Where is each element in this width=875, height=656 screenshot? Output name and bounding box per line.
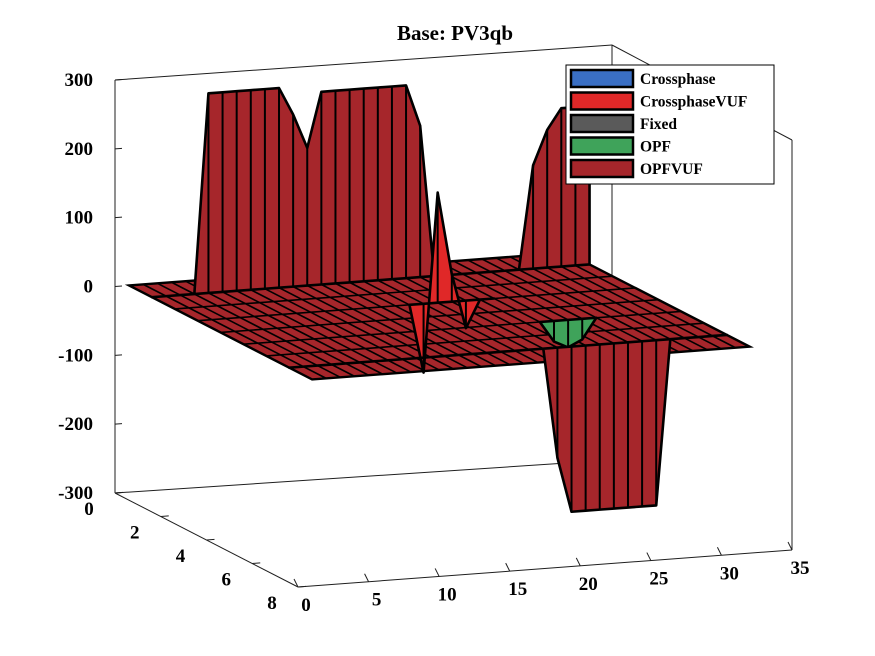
x-tick-mark	[787, 541, 793, 551]
x-tick-mark	[646, 552, 652, 561]
back-floor-edge	[114, 459, 613, 494]
legend-swatch	[569, 68, 635, 89]
z-tick-label: -300	[58, 483, 93, 504]
y-tick-mark	[252, 562, 261, 564]
z-tick-mark	[114, 423, 123, 425]
legend-swatch	[569, 113, 635, 134]
surface-layer	[124, 84, 754, 514]
y-tick-label: 0	[84, 499, 94, 520]
legend-label: Crossphase	[640, 71, 716, 88]
z-tick-mark	[114, 216, 123, 219]
x-tick-label: 35	[791, 558, 810, 579]
chart-title: Base: PV3qb	[397, 21, 513, 45]
z-tick-label: 200	[65, 139, 94, 160]
z-tick-label: 0	[84, 277, 94, 298]
legend-swatch	[569, 91, 635, 111]
x-tick-label: 20	[579, 574, 598, 595]
x-tick-label: 0	[301, 595, 311, 616]
legend-label: OPF	[640, 139, 671, 156]
y-tick-label: 8	[267, 593, 277, 614]
surface-grid-line	[243, 310, 682, 345]
x-tick-mark	[293, 578, 299, 588]
legend-label: Fixed	[640, 116, 677, 133]
surface-grid-line	[174, 275, 613, 310]
x-tick-label: 10	[438, 584, 457, 605]
x-tick-label: 25	[649, 569, 668, 590]
legend-label: CrossphaseVUF	[640, 94, 747, 111]
y-tick-label: 2	[130, 523, 140, 544]
x-tick-mark	[434, 568, 440, 577]
x-tick-mark	[716, 547, 722, 556]
legend-label: OPFVUF	[640, 161, 703, 178]
y-tick-mark	[160, 515, 169, 517]
y-tick-mark	[114, 491, 124, 494]
x-tick-mark	[575, 557, 581, 567]
x-tick-mark	[364, 573, 370, 582]
z-tick-mark	[114, 79, 123, 81]
z-tick-label: -100	[58, 345, 93, 366]
legend: Crossphase CrossphaseVUF Fixed OPF OPFVUF	[565, 64, 775, 185]
z-tick-label: 300	[65, 70, 94, 91]
x-tick-mark	[505, 562, 511, 572]
x-tick-label: 30	[720, 563, 739, 584]
surface-grid-line	[220, 298, 659, 334]
surface-ridge-opfvuf	[150, 84, 591, 299]
back-top-edge	[114, 44, 613, 81]
x-axis-ticks: 0 5 10 15 20 25 30 35	[293, 541, 810, 616]
y-tick-label: 4	[176, 546, 186, 567]
x-axis-line	[297, 549, 793, 588]
z-tick-mark	[114, 354, 123, 356]
z-tick-label: -200	[58, 414, 93, 435]
y-tick-label: 6	[222, 570, 232, 591]
surface-ridge-opfvuf	[287, 333, 729, 514]
x-tick-label: 15	[508, 579, 527, 600]
y-axis-ticks: 0 2 4 6 8	[84, 491, 307, 614]
legend-swatch	[569, 158, 635, 179]
z-tick-mark	[114, 147, 123, 150]
legend-swatch	[569, 136, 635, 156]
y-tick-mark	[206, 538, 215, 541]
x-tick-label: 5	[372, 590, 382, 611]
z-tick-label: 100	[65, 208, 94, 229]
y-tick-mark	[297, 585, 307, 588]
surface-grid-line	[266, 322, 704, 357]
z-tick-mark	[114, 285, 123, 287]
z-axis-ticks: 300 200 100 0 -100 -200 -300	[58, 70, 123, 504]
